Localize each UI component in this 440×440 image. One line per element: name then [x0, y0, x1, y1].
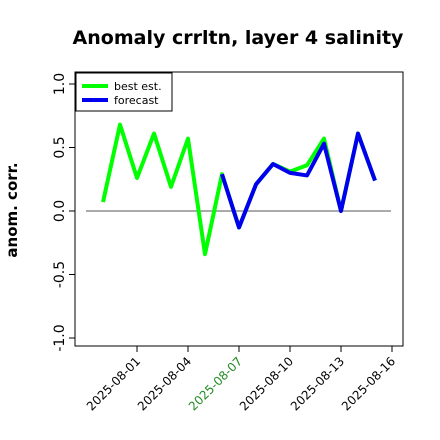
chart-title: Anomaly crrltn, layer 4 salinity [73, 27, 404, 49]
legend-label-forecast: forecast [114, 94, 159, 107]
y-tick-label: 0.0 [52, 200, 68, 222]
x-tick-label: 2025-08-01 [84, 354, 143, 413]
plot-frame [74, 71, 404, 347]
x-tick-label: 2025-08-16 [339, 354, 398, 413]
axes-layer: -1.0-0.50.00.51.02025-08-012025-08-04202… [52, 73, 398, 414]
legend: best est. forecast [75, 72, 173, 112]
x-tick-label: 2025-08-07 [186, 354, 245, 413]
legend-label-best-est: best est. [114, 80, 162, 93]
series-layer [101, 122, 377, 257]
y-tick-label: 0.5 [52, 136, 68, 158]
x-tick-label: 2025-08-10 [237, 354, 296, 413]
y-axis-label: anom. corr. [3, 162, 21, 257]
y-tick-label: -0.5 [52, 261, 68, 288]
x-tick-label: 2025-08-13 [288, 354, 347, 413]
x-tick-label: 2025-08-04 [135, 354, 194, 413]
series-line-forecast [220, 131, 377, 230]
legend-box [75, 72, 173, 112]
y-tick-label: 1.0 [52, 73, 68, 95]
y-tick-label: -1.0 [52, 324, 68, 351]
